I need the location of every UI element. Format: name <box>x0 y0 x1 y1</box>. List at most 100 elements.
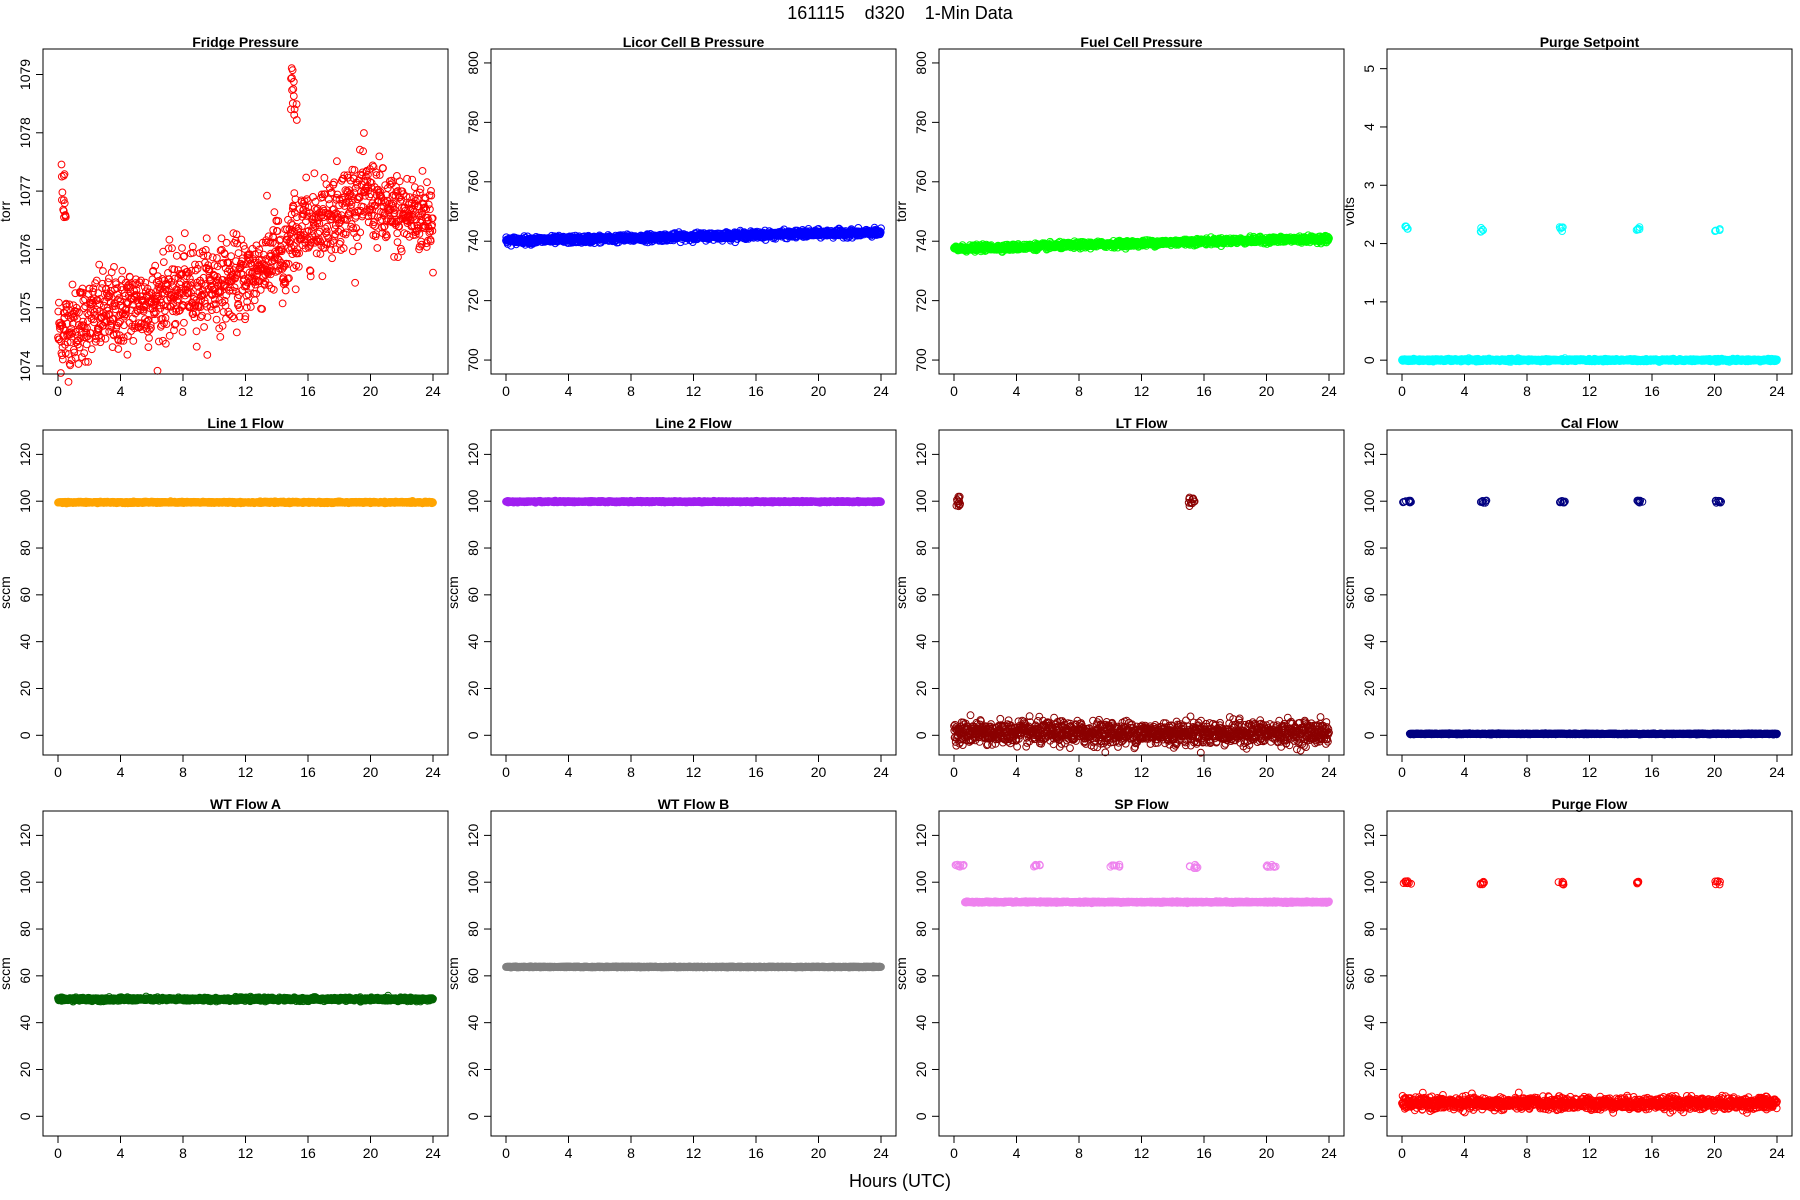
data-point <box>241 315 250 324</box>
data-point <box>389 204 398 213</box>
y-tick-label: 800 <box>465 51 481 75</box>
data-point <box>180 318 188 327</box>
data-point <box>123 300 131 309</box>
data-point <box>145 334 153 342</box>
data-point <box>144 316 153 324</box>
data-point <box>394 217 403 226</box>
data-point <box>291 285 300 294</box>
data-point <box>370 211 379 220</box>
data-point <box>61 349 70 358</box>
data-point <box>244 290 253 299</box>
data-point <box>104 291 113 300</box>
data-point <box>285 274 293 283</box>
data-point <box>346 204 355 213</box>
data-point <box>147 324 155 332</box>
data-point <box>61 340 69 349</box>
data-point <box>375 171 384 179</box>
data-points <box>502 223 885 250</box>
data-point <box>184 269 193 278</box>
data-point <box>230 239 239 247</box>
x-tick-label: 24 <box>425 383 441 399</box>
data-point <box>95 300 104 308</box>
data-point <box>289 264 298 273</box>
data-point <box>309 193 317 201</box>
data-point <box>347 200 356 209</box>
data-point <box>393 229 402 238</box>
data-point <box>203 351 212 359</box>
y-tick-label: 700 <box>913 348 929 372</box>
data-point <box>302 173 311 182</box>
data-point <box>215 296 224 304</box>
data-point <box>305 242 314 251</box>
data-point <box>342 228 350 237</box>
data-point <box>65 300 74 309</box>
data-point <box>151 261 160 270</box>
data-point <box>242 303 251 312</box>
data-point <box>379 164 387 173</box>
data-point <box>290 189 299 198</box>
data-point <box>92 276 101 285</box>
y-tick-label: 1079 <box>17 59 33 90</box>
data-point <box>122 305 131 314</box>
panel-title: Licor Cell B Pressure <box>623 34 765 50</box>
data-point <box>109 314 118 323</box>
data-point <box>207 306 216 315</box>
data-point <box>168 244 176 253</box>
data-point <box>273 227 282 236</box>
data-point <box>416 188 424 197</box>
data-point <box>56 324 64 333</box>
data-point <box>250 296 259 305</box>
data-point <box>193 264 202 273</box>
data-point <box>129 337 138 345</box>
data-point <box>165 275 174 284</box>
data-point <box>186 303 195 311</box>
y-tick-label: 1077 <box>17 175 33 206</box>
data-point <box>360 129 368 137</box>
data-point <box>390 209 399 217</box>
data-point <box>376 188 385 196</box>
data-point <box>316 250 325 258</box>
data-point <box>347 220 356 228</box>
data-point <box>278 299 287 308</box>
x-tick-label: 12 <box>1134 383 1150 399</box>
x-tick-label: 0 <box>54 383 62 399</box>
figure-x-label: Hours (UTC) <box>849 1171 951 1191</box>
data-point <box>66 361 75 370</box>
data-point <box>71 289 80 298</box>
data-point <box>149 266 158 275</box>
data-point <box>101 334 110 343</box>
data-point <box>95 260 104 269</box>
data-point <box>114 319 123 328</box>
data-point <box>252 275 260 284</box>
data-point <box>212 315 221 324</box>
data-point <box>90 307 99 316</box>
data-point <box>403 174 412 183</box>
data-point <box>270 208 279 217</box>
data-point <box>333 157 341 166</box>
data-point <box>178 244 186 252</box>
data-point <box>172 251 181 260</box>
data-point <box>255 245 264 254</box>
data-point <box>218 322 227 330</box>
data-point <box>316 237 325 246</box>
data-point <box>81 358 90 366</box>
data-point <box>294 262 303 271</box>
data-point <box>145 325 154 334</box>
data-point <box>202 234 211 243</box>
data-point <box>306 272 315 281</box>
data-point <box>314 229 323 238</box>
data-point <box>74 360 83 368</box>
data-point <box>402 192 411 201</box>
data-point <box>260 281 269 289</box>
data-point <box>160 289 169 298</box>
data-point <box>310 169 319 178</box>
data-point <box>354 242 363 251</box>
data-point <box>114 345 123 353</box>
y-tick-label: 740 <box>913 229 929 253</box>
x-tick-label: 4 <box>565 383 573 399</box>
figure-title: 161115 d320 1-Min Data <box>787 3 1013 23</box>
data-point <box>364 212 373 221</box>
data-point <box>274 217 283 225</box>
data-point <box>320 173 329 182</box>
data-point <box>180 252 189 260</box>
